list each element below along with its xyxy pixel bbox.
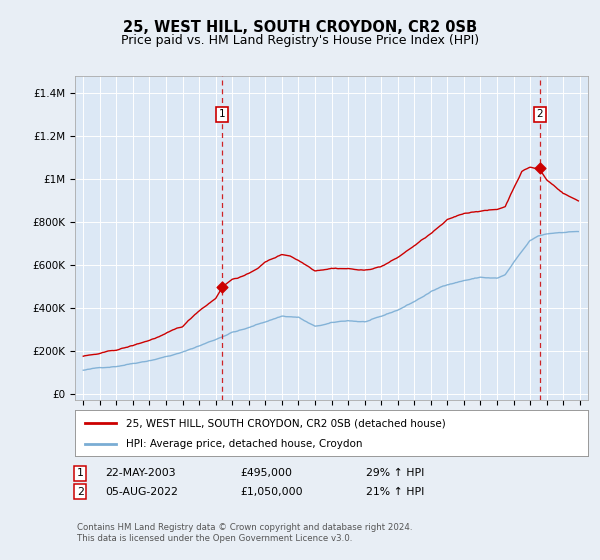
Text: Price paid vs. HM Land Registry's House Price Index (HPI): Price paid vs. HM Land Registry's House … <box>121 34 479 47</box>
Text: 29% ↑ HPI: 29% ↑ HPI <box>366 468 424 478</box>
Text: 21% ↑ HPI: 21% ↑ HPI <box>366 487 424 497</box>
Text: Contains HM Land Registry data © Crown copyright and database right 2024.: Contains HM Land Registry data © Crown c… <box>77 523 412 532</box>
Text: 1: 1 <box>77 468 83 478</box>
Text: 05-AUG-2022: 05-AUG-2022 <box>105 487 178 497</box>
Text: 25, WEST HILL, SOUTH CROYDON, CR2 0SB: 25, WEST HILL, SOUTH CROYDON, CR2 0SB <box>123 20 477 35</box>
Text: 22-MAY-2003: 22-MAY-2003 <box>105 468 176 478</box>
Text: 1: 1 <box>218 109 225 119</box>
Point <box>217 283 227 292</box>
Point <box>535 164 544 172</box>
Text: £495,000: £495,000 <box>240 468 292 478</box>
Text: 2: 2 <box>77 487 83 497</box>
Text: HPI: Average price, detached house, Croydon: HPI: Average price, detached house, Croy… <box>127 440 363 450</box>
Text: 2: 2 <box>536 109 543 119</box>
Text: This data is licensed under the Open Government Licence v3.0.: This data is licensed under the Open Gov… <box>77 534 352 543</box>
Text: £1,050,000: £1,050,000 <box>240 487 302 497</box>
Text: 25, WEST HILL, SOUTH CROYDON, CR2 0SB (detached house): 25, WEST HILL, SOUTH CROYDON, CR2 0SB (d… <box>127 418 446 428</box>
